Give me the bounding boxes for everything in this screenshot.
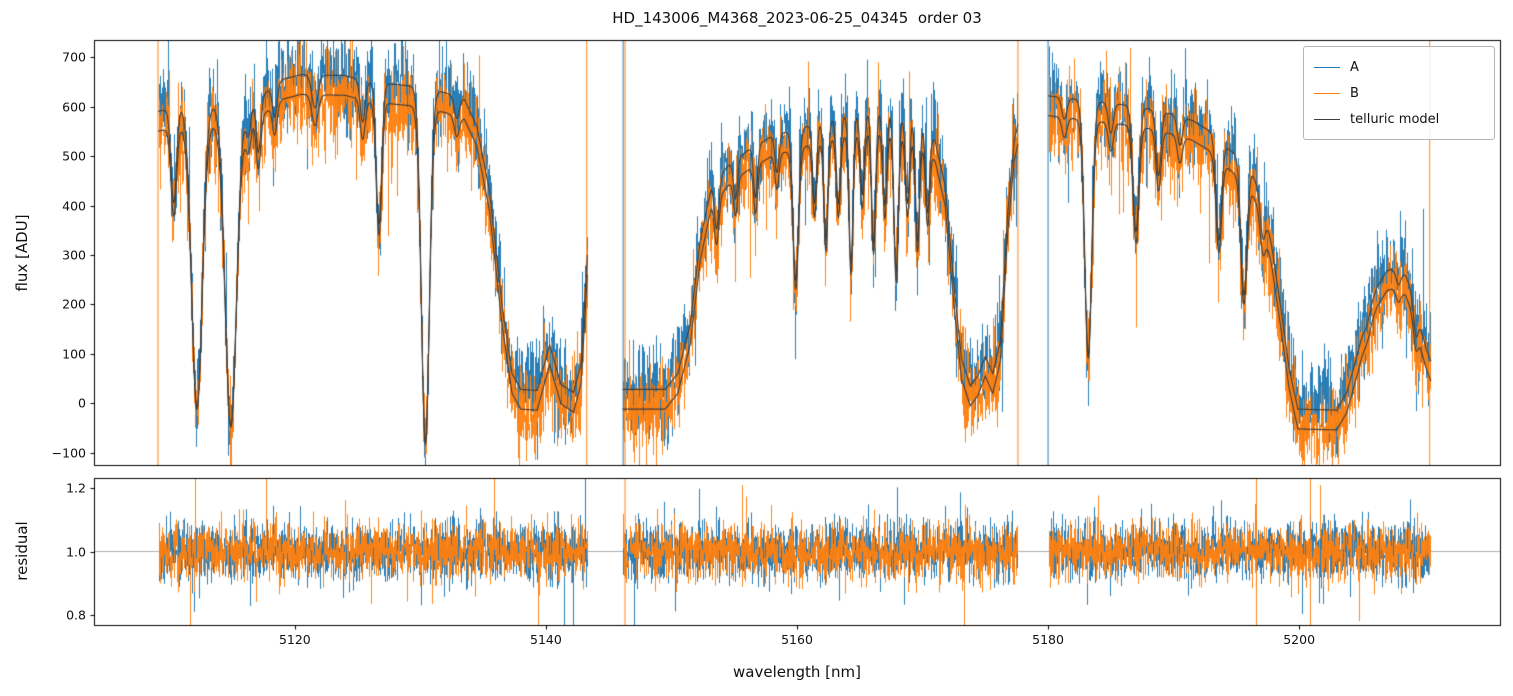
legend-label-telluric-model: telluric model — [1350, 111, 1440, 127]
legend: A B telluric model — [1303, 46, 1495, 140]
legend-label-a: A — [1350, 59, 1359, 75]
legend-item-telluric-model: telluric model — [1314, 106, 1484, 132]
flux-y-tick-label: 200 — [62, 296, 86, 312]
flux-y-tick-label: 0 — [78, 395, 86, 411]
chart-title: HD_143006_M4368_2023-06-25_04345 order 0… — [612, 9, 982, 27]
x-axis-label: wavelength [nm] — [733, 663, 861, 681]
flux-axis-label: flux [ADU] — [13, 214, 31, 292]
x-tick-label: 5180 — [1032, 632, 1064, 647]
flux-y-tick-label: 100 — [62, 346, 86, 362]
legend-label-b: B — [1350, 85, 1359, 101]
residual-y-tick-label: 1.0 — [66, 544, 86, 559]
x-tick-label: 5140 — [530, 632, 562, 647]
legend-line-model-icon — [1314, 118, 1340, 120]
flux-y-tick-label: 600 — [62, 99, 86, 115]
flux-y-tick-label: 400 — [62, 198, 86, 214]
x-tick-label: 5120 — [278, 632, 311, 647]
residual-y-tick-label: 1.2 — [66, 480, 86, 496]
legend-item-a: A — [1314, 54, 1484, 80]
legend-item-b: B — [1314, 80, 1484, 106]
flux-y-tick-label: −100 — [51, 445, 86, 461]
legend-line-a-icon — [1314, 66, 1340, 68]
residual-y-tick-label: 0.8 — [66, 607, 86, 623]
flux-y-tick-label: 500 — [62, 148, 86, 164]
legend-line-b-icon — [1314, 92, 1340, 94]
flux-y-tick-label: 300 — [62, 247, 86, 263]
x-tick-label: 5160 — [781, 632, 813, 647]
residual-axis-label: residual — [13, 521, 31, 581]
flux-y-tick-label: 700 — [62, 49, 86, 65]
x-tick-label: 5200 — [1283, 632, 1316, 647]
